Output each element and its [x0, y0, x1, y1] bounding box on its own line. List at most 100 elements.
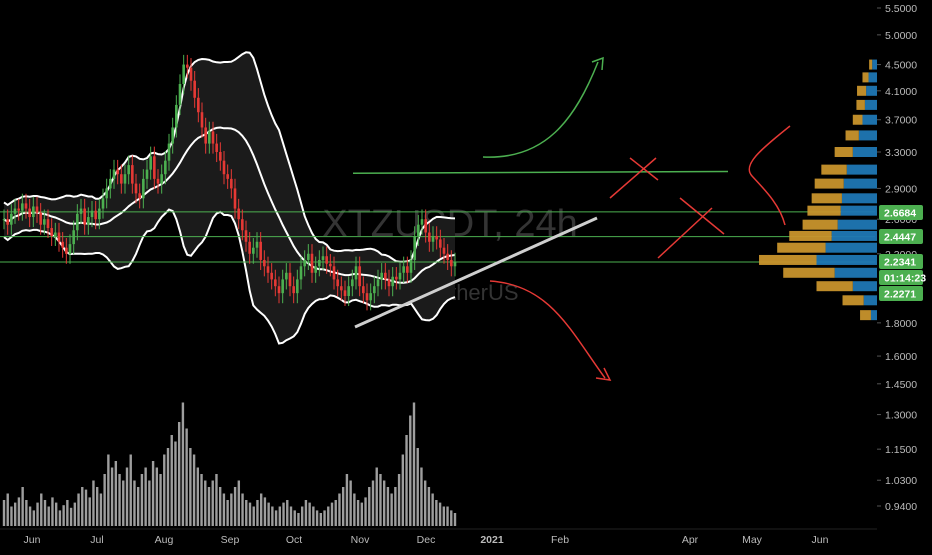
candle-body [369, 293, 372, 301]
x-tick-label: Sep [221, 534, 240, 546]
volume-bar [73, 502, 77, 526]
candle-body [391, 276, 394, 287]
candle-body [395, 276, 398, 280]
x-mark-upper [609, 157, 659, 199]
volume-bar [375, 467, 378, 526]
candle-body [145, 169, 149, 179]
volume-bar [308, 502, 311, 526]
volume-bar [431, 493, 434, 526]
volume-bars [2, 402, 457, 526]
candle-body [61, 241, 64, 248]
volume-bar [118, 474, 121, 526]
profile-sell-bar [856, 99, 865, 110]
profile-sell-bar [852, 114, 863, 125]
volume-bar [416, 448, 419, 526]
candle-body [252, 247, 255, 254]
volume-bar [330, 502, 334, 526]
x-tick-label: Nov [351, 534, 370, 546]
profile-sell-bar [777, 242, 826, 253]
y-axis: 5.5000 5.0000 4.5000 4.1000 3.7000 3.3000 2.90… [877, 3, 917, 513]
y-tick-label: 1.3000 [885, 410, 917, 422]
volume-bar [10, 506, 13, 526]
candle-body [211, 131, 215, 144]
volume-bar [66, 500, 69, 526]
candle-body [39, 212, 42, 225]
volume-bar [453, 513, 457, 526]
price-badge [879, 270, 923, 285]
profile-sell-bar [811, 193, 842, 204]
volume-bar [136, 487, 140, 526]
profile-buy-bar [841, 193, 877, 204]
candle-body [237, 208, 240, 220]
volume-bar [166, 448, 170, 526]
resistance-line [352, 170, 729, 175]
volume-bar [77, 493, 80, 526]
candle-body [424, 219, 427, 233]
volume-bar [382, 480, 386, 526]
candle-body [241, 219, 244, 231]
candles [2, 54, 457, 311]
volume-bar [144, 467, 147, 526]
profile-buy-bar [870, 310, 877, 321]
profile-sell-bar [789, 230, 832, 241]
candle-body [321, 256, 325, 260]
volume-bar [282, 502, 285, 526]
volume-bar [192, 454, 196, 526]
volume-bar [368, 487, 371, 526]
volume-profile [759, 59, 877, 321]
volume-bar [99, 493, 103, 526]
volume-bar [360, 502, 364, 526]
profile-buy-bar [864, 99, 877, 110]
profile-sell-bar [759, 254, 817, 265]
price-badge-label: 2.2271 [884, 289, 916, 301]
candle-body [6, 219, 9, 225]
candle-body [354, 266, 358, 280]
bull-arrow-head [591, 56, 604, 71]
candle-body [112, 169, 116, 179]
volume-bar [204, 480, 207, 526]
candle-body [281, 279, 284, 294]
volume-bar [196, 467, 200, 526]
profile-buy-bar [866, 85, 877, 96]
candle-body [340, 286, 343, 291]
profile-buy-bar [868, 72, 877, 83]
volume-bar [341, 487, 345, 526]
volume-bar [62, 505, 65, 526]
candle-body [373, 286, 376, 294]
candle-body [285, 272, 288, 280]
candle-body [178, 84, 182, 105]
profile-buy-bar [825, 242, 877, 253]
candle-body [409, 259, 413, 273]
volume-bar [412, 402, 416, 526]
volume-bar [274, 510, 278, 526]
candle-body [68, 244, 72, 254]
volume-bar [345, 474, 349, 526]
candle-body [72, 230, 75, 245]
candle-body [200, 112, 204, 128]
band-fill [4, 52, 455, 344]
profile-sell-bar [857, 85, 867, 96]
x-axis: Jun Jul Aug Sep Oct Nov Dec 2021 Feb Apr May Jun [0, 528, 877, 546]
candle-body [362, 286, 365, 294]
volume-bar [427, 487, 431, 526]
candle-body [343, 290, 347, 296]
profile-buy-bar [852, 146, 877, 157]
candle-body [318, 259, 321, 267]
price-badge [879, 205, 923, 220]
candle-body [101, 198, 105, 209]
volume-bar [420, 467, 423, 526]
profile-buy-bar [834, 267, 877, 278]
y-tick-label: 5.5000 [885, 3, 917, 15]
volume-bar [293, 510, 296, 526]
volume-bar [207, 487, 211, 526]
volume-bar [25, 500, 28, 526]
volume-bar [211, 480, 214, 526]
candle-body [32, 206, 35, 218]
bear-arrow-head [595, 367, 612, 381]
candle-body [13, 208, 17, 214]
volume-bar [438, 502, 442, 526]
candle-body [76, 213, 79, 231]
